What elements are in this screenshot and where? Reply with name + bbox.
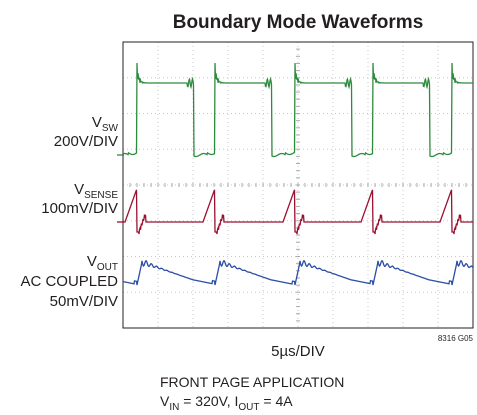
vout-trace — [123, 259, 473, 286]
channel-name-main: V — [92, 114, 102, 131]
channel-name: VSENSE — [74, 181, 118, 201]
plot-frame — [122, 41, 474, 329]
channel-name-main: V — [74, 181, 84, 198]
channel-name-sub: SENSE — [84, 190, 118, 201]
channel-scale: 100mV/DIV — [41, 200, 118, 217]
caption-text: V — [160, 393, 170, 409]
vsw-trace — [123, 62, 473, 158]
channel-name-sub: OUT — [97, 262, 118, 273]
grid — [122, 41, 474, 329]
caption-text: = 4A — [260, 393, 294, 409]
channel-scale: AC COUPLED — [20, 273, 118, 290]
channel-scale: 50mV/DIV — [50, 293, 118, 310]
channel-name-sub: SW — [102, 123, 119, 134]
caption-sub: OUT — [238, 402, 259, 413]
caption-line2: VIN = 320V, IOUT = 4A — [160, 393, 293, 413]
caption-text: = 320V, I — [179, 393, 238, 409]
time-scale: 5µs/DIV — [271, 343, 325, 360]
caption-sub: IN — [169, 402, 179, 413]
channel-name: VOUT — [87, 253, 118, 273]
caption-line1: FRONT PAGE APPLICATION — [160, 374, 344, 390]
figure-id: 8316 G05 — [438, 334, 474, 343]
channel-scale: 200V/DIV — [54, 133, 118, 150]
title: Boundary Mode Waveforms — [173, 12, 424, 33]
vsense-trace — [123, 189, 473, 235]
channel-name: VSW — [92, 114, 119, 134]
channel-name-main: V — [87, 253, 97, 270]
